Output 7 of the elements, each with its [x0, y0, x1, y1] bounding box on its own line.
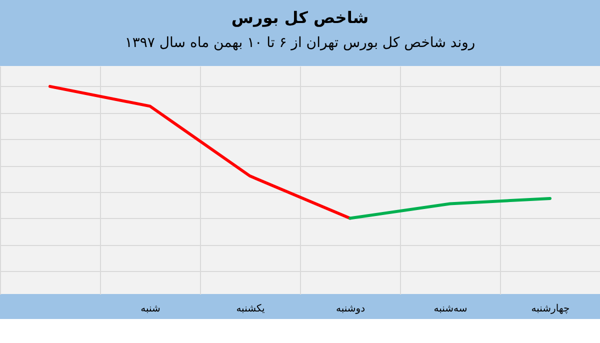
x-tick-label: شنبه [140, 304, 160, 314]
chart-title: شاخص کل بورس [231, 8, 369, 27]
x-tick-label: دوشنبه [336, 304, 366, 314]
x-tick-label: چهارشنبه [531, 304, 570, 314]
x-tick-label: سه‌شنبه [434, 304, 468, 314]
chart-subtitle: روند شاخص کل بورس تهران از ۶ تا ۱۰ بهمن ماه سال ۱۳۹۷ [124, 35, 476, 51]
x-tick-label: یکشنبه [236, 304, 266, 314]
